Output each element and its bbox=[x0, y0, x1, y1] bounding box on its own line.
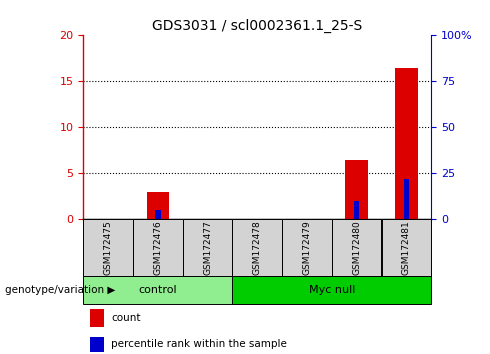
Bar bbox=[282, 219, 332, 276]
Bar bbox=[395, 68, 417, 219]
Bar bbox=[147, 192, 169, 219]
Bar bbox=[404, 179, 409, 219]
Bar bbox=[354, 201, 360, 219]
Text: count: count bbox=[111, 313, 141, 323]
Bar bbox=[232, 219, 282, 276]
Text: GSM172480: GSM172480 bbox=[352, 221, 361, 275]
Bar bbox=[155, 210, 161, 219]
Title: GDS3031 / scl0002361.1_25-S: GDS3031 / scl0002361.1_25-S bbox=[152, 19, 363, 33]
Bar bbox=[232, 276, 431, 304]
Text: control: control bbox=[139, 285, 177, 295]
Text: Myc null: Myc null bbox=[309, 285, 355, 295]
Bar bbox=[183, 219, 232, 276]
Text: genotype/variation ▶: genotype/variation ▶ bbox=[5, 285, 115, 295]
Text: percentile rank within the sample: percentile rank within the sample bbox=[111, 339, 287, 349]
Bar bbox=[90, 337, 104, 352]
Text: GSM172475: GSM172475 bbox=[104, 221, 113, 275]
Text: GSM172478: GSM172478 bbox=[253, 221, 262, 275]
Text: GSM172479: GSM172479 bbox=[302, 221, 312, 275]
Text: GSM172477: GSM172477 bbox=[203, 221, 212, 275]
Bar bbox=[332, 219, 381, 276]
Bar bbox=[83, 219, 133, 276]
Bar bbox=[133, 219, 183, 276]
Bar bbox=[83, 276, 232, 304]
Bar bbox=[345, 160, 368, 219]
Bar bbox=[90, 309, 104, 327]
Bar bbox=[382, 219, 431, 276]
Text: GSM172481: GSM172481 bbox=[402, 221, 411, 275]
Text: GSM172476: GSM172476 bbox=[153, 221, 162, 275]
